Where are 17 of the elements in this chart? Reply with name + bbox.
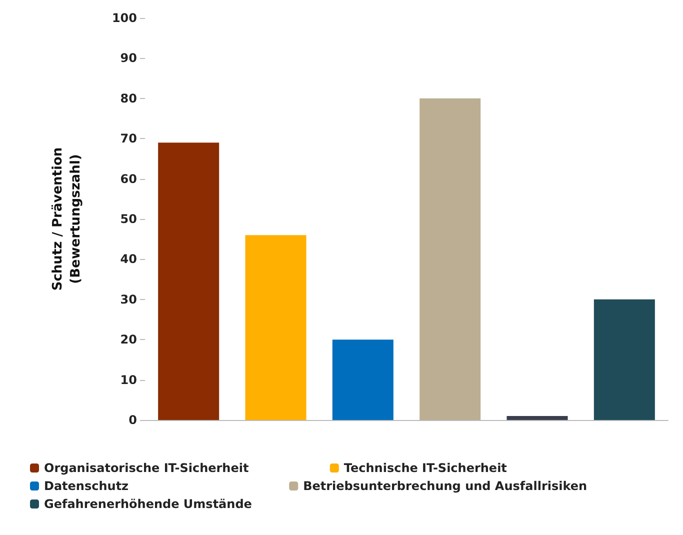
y-tick-label: 40 <box>120 252 137 266</box>
y-tick-label: 30 <box>120 292 137 306</box>
y-tick-label: 100 <box>112 11 137 25</box>
y-tick-label: 20 <box>120 332 137 347</box>
y-axis-title: Schutz / Prävention (Bewertungszahl) <box>50 147 84 291</box>
legend-label: Datenschutz <box>44 479 284 493</box>
legend-label: Gefahrenerhöhende Umstände <box>44 497 344 511</box>
legend-label: Technische IT-Sicherheit <box>344 461 608 475</box>
legend-label: Betriebsunterbrechung und Ausfallrisiken <box>303 479 621 493</box>
y-tick-label: 80 <box>120 91 137 106</box>
y-tick-label: 10 <box>120 372 137 387</box>
y-tick-label: 90 <box>120 51 137 66</box>
y-tick-label: 50 <box>120 212 137 226</box>
y-tick-label: 70 <box>120 132 137 146</box>
y-tick-label: 0 <box>128 413 137 427</box>
legend-label: Organisatorische IT-Sicherheit <box>44 461 324 475</box>
y-tick-label: 60 <box>120 172 137 186</box>
